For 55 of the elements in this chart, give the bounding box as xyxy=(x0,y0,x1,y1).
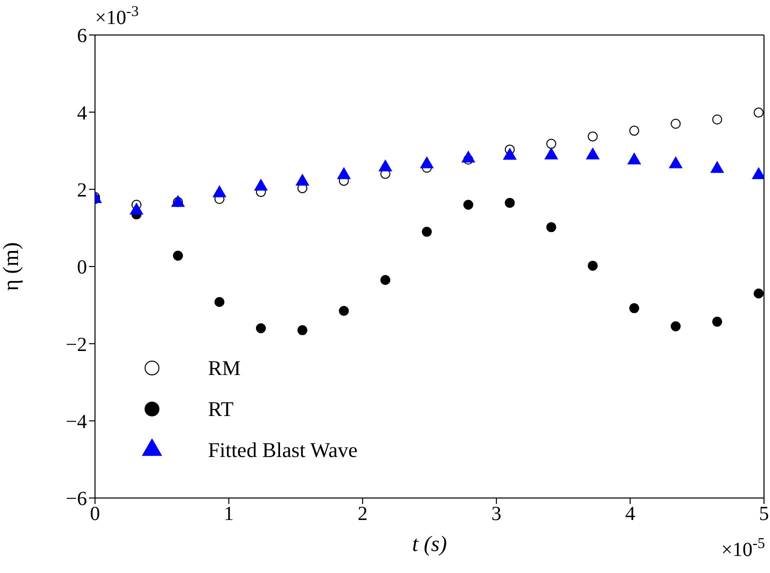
point xyxy=(256,323,266,334)
x-tick-label: 2 xyxy=(358,503,368,526)
x-tick-label: 3 xyxy=(491,503,502,526)
point xyxy=(669,156,682,168)
point xyxy=(420,156,434,168)
point xyxy=(670,321,681,332)
point xyxy=(462,150,475,162)
point xyxy=(712,316,722,327)
y-tick-label: 4 xyxy=(77,102,87,124)
point xyxy=(670,118,681,129)
text: ×10$^{-5}$ xyxy=(721,536,765,561)
point xyxy=(754,108,764,118)
point xyxy=(629,303,640,314)
point xyxy=(752,168,764,180)
point xyxy=(380,275,390,286)
point xyxy=(546,222,556,232)
y-tick-label: 0 xyxy=(77,256,87,279)
point xyxy=(629,126,640,136)
x-tick-label: 1 xyxy=(224,503,234,526)
y-axis-title: η (m) xyxy=(0,242,23,291)
point xyxy=(463,200,474,210)
point xyxy=(503,148,516,160)
y-tick-label: −4 xyxy=(66,410,87,433)
point xyxy=(628,152,641,164)
point xyxy=(130,203,144,215)
point xyxy=(172,250,183,261)
point xyxy=(296,174,309,186)
point xyxy=(378,160,392,172)
point xyxy=(338,306,349,316)
point xyxy=(754,288,764,299)
x-tick-label: 4 xyxy=(625,503,636,526)
point xyxy=(546,138,556,149)
point xyxy=(422,226,432,237)
y-tick-label: 2 xyxy=(77,179,87,202)
legend-label: RT xyxy=(208,397,234,421)
point xyxy=(504,198,515,208)
y-tick-label: −2 xyxy=(66,334,87,356)
point xyxy=(254,179,268,191)
x-axis-title: t (s) xyxy=(412,531,447,556)
legend-label: Fitted Blast Wave xyxy=(208,438,358,462)
point xyxy=(214,296,224,307)
point xyxy=(712,114,722,125)
y-tick-label: −6 xyxy=(66,488,87,510)
point xyxy=(544,148,558,160)
text: ×10$^{-3}$ xyxy=(95,4,139,29)
point xyxy=(586,148,600,160)
y-tick-label: 6 xyxy=(77,25,87,48)
point xyxy=(337,168,350,180)
point xyxy=(588,131,598,142)
point xyxy=(212,186,226,198)
x-tick-label: 5 xyxy=(759,503,769,526)
point xyxy=(297,325,308,336)
point xyxy=(588,260,598,271)
point xyxy=(710,161,724,173)
legend-label: RM xyxy=(208,356,242,380)
